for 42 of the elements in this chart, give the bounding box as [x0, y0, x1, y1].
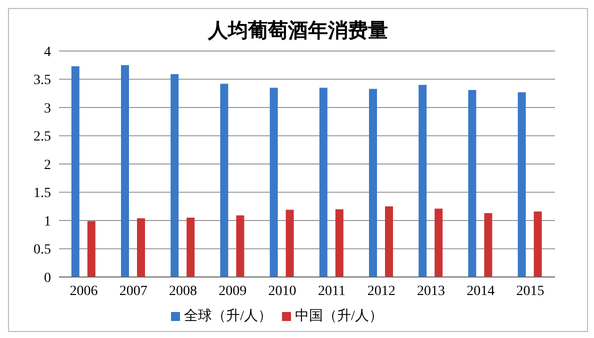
y-tick-label: 4 [44, 44, 51, 60]
x-tick-label: 2012 [367, 284, 396, 299]
x-tick-label: 2008 [169, 284, 197, 299]
y-tick-label: 2.5 [34, 130, 51, 145]
y-tick-label: 1.5 [34, 186, 51, 202]
x-tick-label: 2014 [466, 284, 495, 299]
y-tick-label: 3.5 [34, 73, 51, 88]
bar [534, 211, 542, 277]
y-tick-label: 3 [44, 101, 51, 116]
x-tick-label: 2013 [417, 284, 445, 299]
x-tick-label: 2009 [218, 284, 247, 299]
bar [319, 88, 328, 277]
bar [220, 84, 228, 277]
bar [335, 209, 344, 277]
bar [286, 210, 294, 277]
bar [518, 92, 526, 277]
legend-label: 全球（升/人） [184, 309, 272, 324]
x-tick-label: 2010 [268, 284, 296, 299]
bar [170, 74, 179, 277]
y-tick-label: 1 [44, 214, 51, 230]
bar [270, 88, 278, 277]
y-tick-label: 0.5 [34, 242, 51, 258]
bar [418, 84, 427, 277]
bar [385, 206, 393, 277]
bar [186, 218, 195, 277]
chart-title: 人均葡萄酒年消费量 [206, 19, 389, 44]
y-tick-label: 2 [44, 158, 51, 173]
bar [137, 218, 145, 277]
x-tick-label: 2015 [516, 284, 544, 299]
bar [71, 66, 80, 277]
bar [236, 215, 244, 277]
x-tick-label: 2007 [119, 284, 148, 299]
legend-label: 中国（升/人） [295, 309, 383, 324]
bar [87, 221, 96, 277]
bar [121, 65, 129, 277]
bar [369, 88, 377, 277]
x-tick-label: 2011 [318, 284, 346, 299]
y-tick-label: 0 [44, 270, 51, 286]
bar [434, 208, 443, 277]
bar [468, 90, 476, 277]
bar [484, 213, 492, 277]
x-tick-label: 2006 [70, 284, 98, 299]
